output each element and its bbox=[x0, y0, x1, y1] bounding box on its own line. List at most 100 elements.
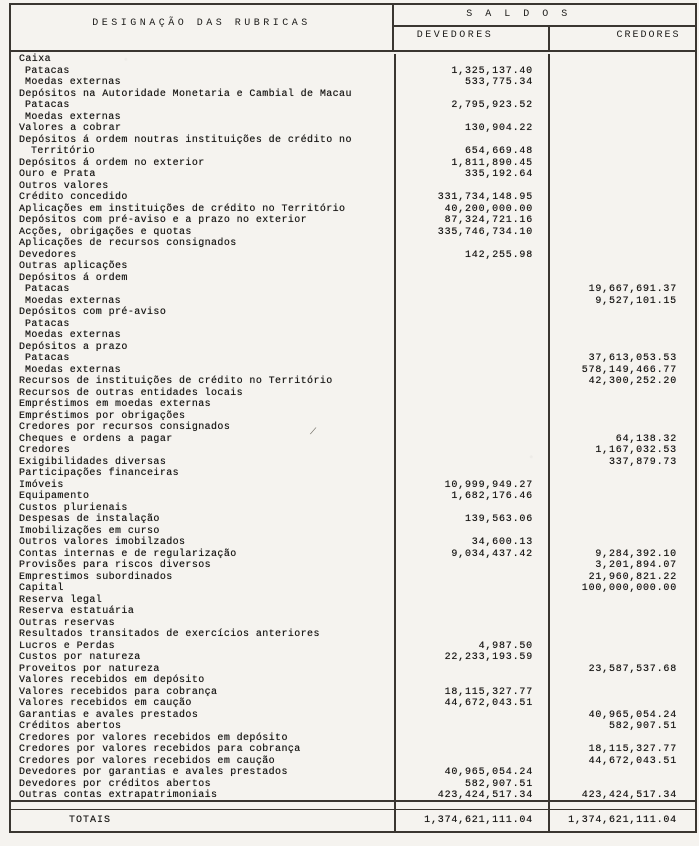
row-label: Reserva legal bbox=[19, 594, 103, 606]
table-row: Despesas de instalação 139,563.06 bbox=[11, 514, 695, 526]
row-label: Outros valores imobilzados bbox=[19, 537, 186, 548]
row-label: Recursos de outras entidades locais bbox=[19, 387, 244, 399]
row-value-devedores: 423,424,517.34 bbox=[394, 790, 548, 800]
table-row: Credores 1,167,032.53 bbox=[11, 445, 695, 457]
row-value-credores bbox=[548, 100, 695, 112]
row-value-devedores bbox=[394, 502, 548, 514]
table-row: Depósitos na Autoridade Monetaria e Camb… bbox=[11, 88, 695, 100]
row-value-devedores: 22,233,193.59 bbox=[394, 652, 548, 664]
row-value-devedores: 331,734,148.95 bbox=[394, 192, 548, 204]
row-value-devedores bbox=[394, 284, 548, 296]
row-value-devedores bbox=[394, 675, 548, 687]
table-row: Valores recebidos em depósito bbox=[11, 675, 695, 687]
row-value-credores bbox=[548, 778, 695, 790]
totals-row: TOTAIS 1,374,621,111.04 1,374,621,111.04 bbox=[11, 810, 695, 831]
row-value-devedores bbox=[394, 238, 548, 250]
table-row: Imobilizações em curso bbox=[11, 525, 695, 537]
row-value-credores bbox=[548, 537, 695, 549]
saldos-header-group: S A L D O S DEVEDORES CREDORES bbox=[394, 5, 695, 50]
row-value-credores bbox=[548, 399, 695, 411]
row-value-devedores bbox=[394, 330, 548, 342]
row-value-credores bbox=[548, 54, 695, 66]
table-row: Devedores 142,255.98 bbox=[11, 249, 695, 261]
row-value-devedores: 654,669.48 bbox=[394, 146, 548, 158]
row-label: Custos plurienais bbox=[19, 502, 128, 514]
table-row: Outras reservas bbox=[11, 617, 695, 629]
table-row: Depósitos com pré-aviso bbox=[11, 307, 695, 319]
row-label: Aplicações em instituições de crédito no… bbox=[19, 203, 346, 215]
table-row: Proveitos por natureza 23,587,537.68 bbox=[11, 663, 695, 675]
row-label: Depósitos com pré-aviso bbox=[19, 307, 167, 318]
table-row: Ouro e Prata 335,192.64 bbox=[11, 169, 695, 181]
row-label: Empréstimos em moedas externas bbox=[19, 399, 212, 410]
column-header-devedores: DEVEDORES bbox=[416, 30, 494, 41]
row-value-devedores bbox=[394, 709, 548, 721]
row-value-credores bbox=[548, 111, 695, 123]
row-label: Outras reservas bbox=[19, 617, 116, 629]
table-row: Credores por valores recebidos em depósi… bbox=[11, 732, 695, 744]
table-row: Cheques e ordens a pagar 64,138.32 bbox=[11, 433, 695, 445]
row-label: Moedas externas bbox=[25, 364, 122, 376]
row-value-credores bbox=[548, 341, 695, 353]
row-label: Credores por valores recebidos para cobr… bbox=[19, 744, 301, 755]
row-value-credores: 1,167,032.53 bbox=[548, 445, 695, 457]
row-value-credores bbox=[548, 307, 695, 319]
table-row: Custos plurienais bbox=[11, 502, 695, 514]
row-value-credores bbox=[548, 686, 695, 698]
column-divider bbox=[394, 802, 396, 809]
row-value-credores: 3,201,894.07 bbox=[548, 560, 695, 572]
table-row: Moedas externas bbox=[11, 330, 695, 342]
totals-value-credores: 1,374,621,111.04 bbox=[548, 810, 695, 831]
row-value-devedores bbox=[394, 295, 548, 307]
row-label: Depósitos á ordem bbox=[19, 272, 128, 284]
table-row: Aplicações em instituições de crédito no… bbox=[11, 203, 695, 215]
table-row: Exigibilidades diversas 337,879.73 bbox=[11, 456, 695, 468]
table-row: Reserva legal bbox=[11, 594, 695, 606]
row-value-credores: 9,284,392.10 bbox=[548, 548, 695, 560]
table-row: Depósitos á ordem noutras instituições d… bbox=[11, 134, 695, 146]
row-value-credores bbox=[548, 629, 695, 641]
row-value-credores: 578,149,466.77 bbox=[548, 364, 695, 376]
table-row: Créditos abertos 582,907.51 bbox=[11, 721, 695, 733]
table-row: Equipamento 1,682,176.46 bbox=[11, 491, 695, 503]
row-label: Devedores por garantias e avales prestad… bbox=[19, 767, 288, 778]
row-label: Depósitos á ordem no exterior bbox=[19, 157, 205, 169]
totals-value-devedores: 1,374,621,111.04 bbox=[394, 810, 548, 831]
row-value-credores: 21,960,821.22 bbox=[548, 571, 695, 583]
table-row: Devedores por garantias e avales prestad… bbox=[11, 767, 695, 779]
row-value-credores: 40,965,054.24 bbox=[548, 709, 695, 721]
row-label: Aplicações de recursos consignados bbox=[19, 238, 237, 249]
row-label: Patacas bbox=[25, 284, 70, 295]
table-row: Emprestimos subordinados 21,960,821.22 bbox=[11, 571, 695, 583]
row-label: Valores recebidos em depósito bbox=[19, 675, 205, 686]
row-label: Proveitos por natureza bbox=[19, 663, 160, 675]
table-header: DESIGNAÇÃO DAS RUBRICAS S A L D O S DEVE… bbox=[11, 5, 695, 52]
row-value-devedores: 40,200,000.00 bbox=[394, 203, 548, 215]
row-value-credores: 64,138.32 bbox=[548, 433, 695, 445]
row-value-devedores: 9,034,437.42 bbox=[394, 548, 548, 560]
row-value-credores bbox=[548, 767, 695, 779]
row-value-devedores: 142,255.98 bbox=[394, 249, 548, 261]
row-label: Equipamento bbox=[19, 491, 90, 502]
row-value-devedores bbox=[394, 399, 548, 411]
row-label: Valores a cobrar bbox=[19, 123, 122, 134]
row-value-credores bbox=[548, 180, 695, 192]
row-label: Credores bbox=[19, 445, 71, 456]
row-value-devedores bbox=[394, 318, 548, 330]
row-value-credores bbox=[548, 617, 695, 629]
table-row: Recursos de instituições de crédito no T… bbox=[11, 376, 695, 388]
row-value-devedores bbox=[394, 307, 548, 319]
row-value-devedores bbox=[394, 744, 548, 756]
row-value-credores bbox=[548, 192, 695, 204]
row-value-credores bbox=[548, 318, 695, 330]
row-label: Outras contas extrapatrimoniais bbox=[19, 790, 218, 801]
row-value-devedores bbox=[394, 134, 548, 146]
row-value-credores bbox=[548, 261, 695, 273]
row-value-credores bbox=[548, 77, 695, 89]
row-value-devedores: 335,746,734.10 bbox=[394, 226, 548, 238]
row-value-credores: 23,587,537.68 bbox=[548, 663, 695, 675]
row-value-credores bbox=[548, 479, 695, 491]
totals-separator bbox=[11, 802, 695, 810]
table-row: Devedores por créditos abertos 582,907.5… bbox=[11, 778, 695, 790]
table-row: Lucros e Perdas 4,987.50 bbox=[11, 640, 695, 652]
